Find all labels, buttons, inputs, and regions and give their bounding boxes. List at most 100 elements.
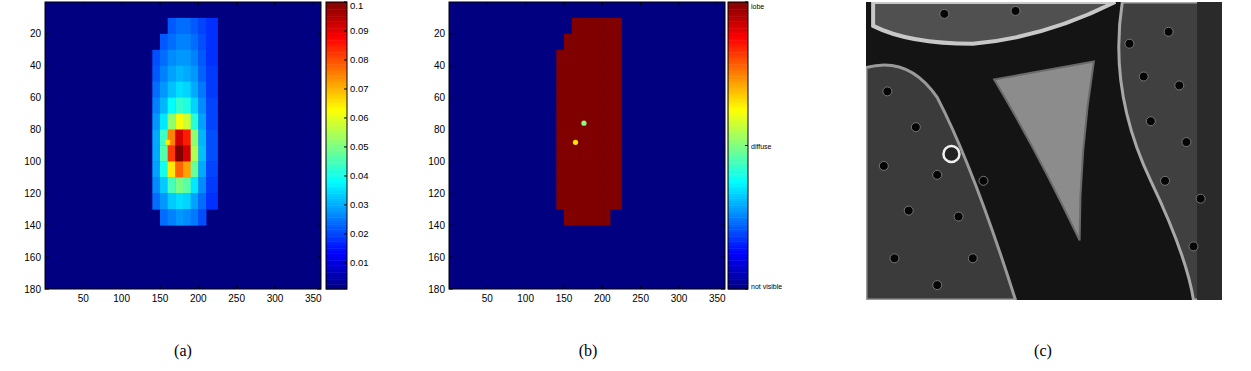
heat-cell xyxy=(183,209,191,225)
colorbar-tick xyxy=(344,175,347,176)
y-tick xyxy=(45,257,49,258)
background xyxy=(0,0,1251,371)
heat-cell xyxy=(572,66,580,82)
heat-cell xyxy=(183,146,191,162)
left-plate xyxy=(866,65,1016,300)
x-tick-label: 100 xyxy=(113,293,130,304)
heat-cell xyxy=(175,66,183,82)
heat-cell xyxy=(183,177,191,193)
y-tick-label: 180 xyxy=(24,284,41,295)
y-tick xyxy=(45,225,49,226)
x-tick xyxy=(198,285,199,289)
heat-cell xyxy=(610,193,622,209)
heat-cell xyxy=(595,146,603,162)
heat-cell xyxy=(564,98,572,114)
heat-cell xyxy=(572,146,580,162)
colorbar-tick xyxy=(344,146,347,147)
textured-region xyxy=(994,62,1094,241)
colorbar-tick xyxy=(344,2,347,3)
y-tick-label: 20 xyxy=(434,28,446,39)
heat-cell xyxy=(595,50,603,66)
y-tick-right xyxy=(721,193,725,194)
heat-cell xyxy=(610,130,622,146)
y-tick-right xyxy=(721,129,725,130)
y-tick-label: 20 xyxy=(30,28,42,39)
heat-cell xyxy=(175,209,183,225)
colorbar-tick xyxy=(344,204,347,205)
heat-cell xyxy=(160,50,168,66)
x-tick-label: 150 xyxy=(152,293,169,304)
colorbar: 0.010.020.030.040.050.060.070.080.090.1 xyxy=(326,0,369,290)
colorbar-tick xyxy=(344,233,347,234)
hole xyxy=(904,206,913,215)
heat-cell xyxy=(587,114,595,130)
heat-cell xyxy=(191,177,199,193)
heat-cell xyxy=(572,193,580,209)
heat-cell xyxy=(183,193,191,209)
y-tick-right xyxy=(721,97,725,98)
heat-cell xyxy=(191,193,199,209)
heat-cell xyxy=(610,114,622,130)
figure: 5010015020025030035020406080100120140160… xyxy=(0,0,1251,371)
y-tick-right xyxy=(721,33,725,34)
heat-cell xyxy=(175,50,183,66)
heat-cell xyxy=(152,50,160,66)
heat-cell xyxy=(579,161,587,177)
heat-cell xyxy=(206,130,218,146)
cells xyxy=(152,18,218,226)
x-tick-label: 50 xyxy=(482,293,494,304)
y-tick-right xyxy=(317,257,321,258)
heat-cell xyxy=(183,161,191,177)
x-tick-label: 200 xyxy=(594,293,611,304)
x-tick xyxy=(525,285,526,289)
y-tick-label: 60 xyxy=(434,92,446,103)
y-tick-right xyxy=(317,193,321,194)
heat-cell xyxy=(198,209,206,225)
heat-cell xyxy=(610,177,622,193)
heat-cell xyxy=(198,82,206,98)
heat-cell xyxy=(556,98,564,114)
heat-cell xyxy=(595,34,603,50)
colorbar-label: 0.08 xyxy=(350,54,369,65)
panel-caption: (b) xyxy=(579,342,598,360)
hole xyxy=(968,254,977,263)
heat-cell xyxy=(168,177,176,193)
y-tick xyxy=(45,129,49,130)
heat-cell xyxy=(579,98,587,114)
y-tick-label: 120 xyxy=(24,188,41,199)
y-tick xyxy=(449,65,453,66)
heat-cell xyxy=(610,82,622,98)
x-tick-label: 300 xyxy=(671,293,688,304)
right-plate xyxy=(1119,2,1222,300)
heat-cell xyxy=(168,209,176,225)
heat-cell xyxy=(579,18,587,34)
heat-cell xyxy=(564,82,572,98)
colorbar-label: 0.1 xyxy=(350,0,363,11)
heat-cell xyxy=(183,50,191,66)
heat-cell xyxy=(572,18,580,34)
hole xyxy=(954,212,963,221)
x-tick-label: 350 xyxy=(709,293,726,304)
hole xyxy=(911,123,920,132)
heat-cell xyxy=(572,209,580,225)
x-tick xyxy=(121,285,122,289)
heat-cell xyxy=(556,161,564,177)
y-tick-label: 140 xyxy=(24,220,41,231)
heat-cell xyxy=(191,18,199,34)
x-tick xyxy=(717,285,718,289)
y-tick xyxy=(449,289,453,290)
heat-cell xyxy=(587,98,595,114)
heat-cell xyxy=(152,146,160,162)
heat-cell xyxy=(564,114,572,130)
heat-cell xyxy=(206,193,218,209)
heat-cell xyxy=(198,34,206,50)
y-tick xyxy=(449,193,453,194)
y-tick-right xyxy=(317,33,321,34)
heat-cell xyxy=(602,193,610,209)
y-tick-label: 180 xyxy=(428,284,445,295)
y-tick-label: 160 xyxy=(24,252,41,263)
heat-cell xyxy=(168,18,176,34)
heat-cell xyxy=(602,50,610,66)
heat-cell xyxy=(572,161,580,177)
heat-cell xyxy=(191,114,199,130)
